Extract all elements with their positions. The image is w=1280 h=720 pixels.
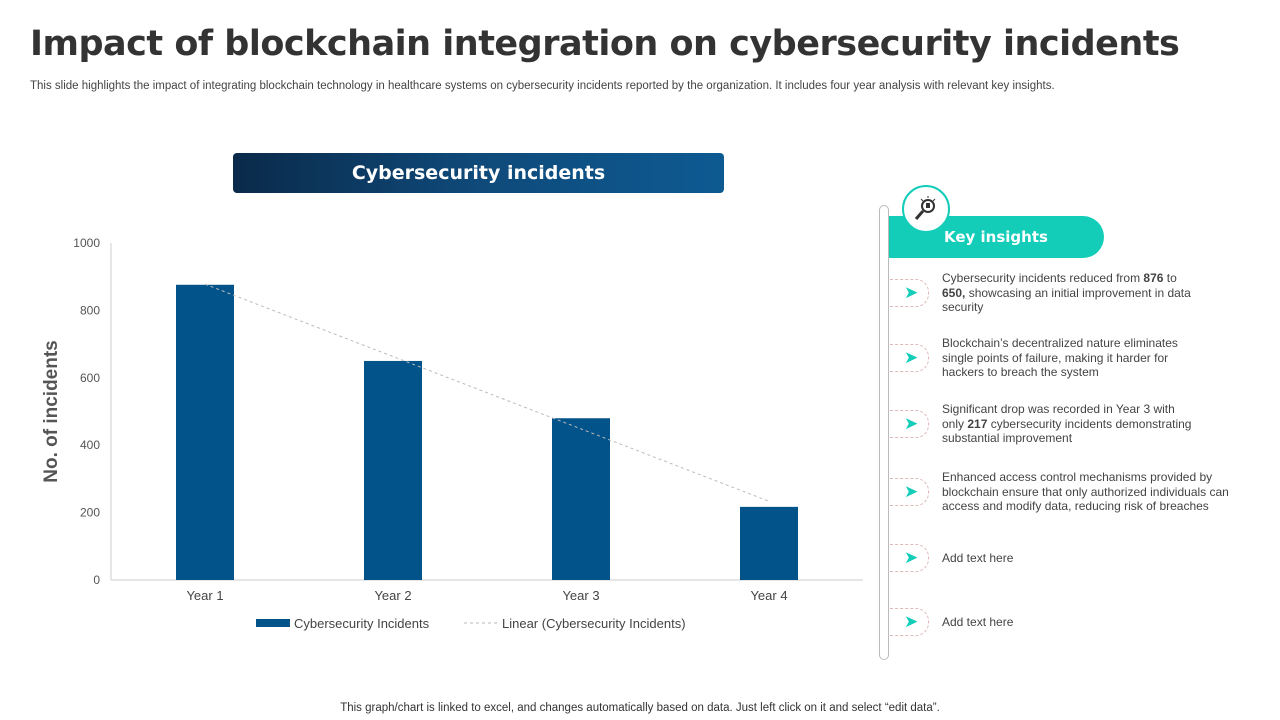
y-tick-label: 600 xyxy=(80,371,100,385)
bar-chart: 0 200 400 600 800 1000 No. of incidents Year 1 Y… xyxy=(41,236,863,631)
arrow-bullet: ➤ xyxy=(890,608,929,637)
arrow-bullet: ➤ xyxy=(890,278,929,307)
bar-year-4 xyxy=(740,506,798,580)
insight-item: ➤ Significant drop was recorded in Year 3… xyxy=(890,402,1240,446)
insight-text-b1: 217 xyxy=(967,416,988,431)
insight-item: ➤ Cybersecurity incidents reduced from 87… xyxy=(890,271,1240,315)
insight-text: Cybersecurity incidents reduced from 876… xyxy=(942,271,1197,315)
legend-swatch-bars xyxy=(256,619,290,627)
insight-item: ➤ Add text here xyxy=(890,608,1240,637)
insight-item: ➤ Blockchain’s decentralized nature elimi… xyxy=(890,336,1240,380)
page-title: Impact of blockchain integration on cybe… xyxy=(30,24,1180,64)
insight-text-pre: Significant drop was recorded in Year 3 … xyxy=(942,402,1175,431)
chevron-right-icon: ➤ xyxy=(904,612,919,632)
insight-text-pre: Enhanced access control mechanisms provi… xyxy=(942,470,1229,513)
arrow-bullet: ➤ xyxy=(890,544,929,573)
y-axis-title: No. of incidents xyxy=(41,340,62,483)
y-tick-label: 800 xyxy=(80,303,100,317)
arrow-bullet: ➤ xyxy=(890,409,929,438)
chevron-right-icon: ➤ xyxy=(904,282,919,302)
insight-text: Enhanced access control mechanisms provi… xyxy=(942,470,1232,514)
y-tick-label: 0 xyxy=(93,573,100,587)
x-tick-label: Year 3 xyxy=(562,588,599,603)
chevron-right-icon: ➤ xyxy=(904,347,919,367)
insight-text-b2: 650, xyxy=(942,285,966,300)
x-tick-label: Year 1 xyxy=(186,588,223,603)
insight-item: ➤ Add text here xyxy=(890,544,1240,573)
insight-text: Significant drop was recorded in Year 3 … xyxy=(942,402,1197,446)
insight-item: ➤ Enhanced access control mechanisms prov… xyxy=(890,470,1240,514)
trendline xyxy=(204,283,770,502)
arrow-bullet: ➤ xyxy=(890,477,929,506)
footer-note: This graph/chart is linked to excel, and… xyxy=(340,702,940,714)
chevron-right-icon: ➤ xyxy=(904,481,919,501)
insight-text-pre: Blockchain’s decentralized nature elimin… xyxy=(942,336,1178,379)
x-tick-label: Year 4 xyxy=(750,588,787,603)
chevron-right-icon: ➤ xyxy=(904,413,919,433)
bar-year-3 xyxy=(552,418,610,580)
chevron-right-icon: ➤ xyxy=(904,548,919,568)
insight-text: Add text here xyxy=(942,615,1197,630)
insight-text-b1: 876 xyxy=(1143,271,1164,285)
insight-text-pre: Add text here xyxy=(942,551,1014,565)
insight-text: Blockchain’s decentralized nature elimin… xyxy=(942,336,1197,380)
y-tick-label: 400 xyxy=(80,438,100,452)
insights-timeline-rail xyxy=(879,205,889,660)
lightbulb-magnifier-icon xyxy=(902,185,950,233)
bar-year-1 xyxy=(176,284,234,580)
chart-banner: Cybersecurity incidents xyxy=(233,153,724,193)
insight-text-post: showcasing an initial improvement in dat… xyxy=(942,285,1191,315)
insight-text-pre: Cybersecurity incidents reduced from xyxy=(942,271,1144,285)
page-subtitle: This slide highlights the impact of inte… xyxy=(30,80,1055,92)
y-tick-label: 1000 xyxy=(73,236,100,250)
bar-year-2 xyxy=(364,360,422,580)
legend-label-bars: Cybersecurity Incidents xyxy=(294,616,430,631)
arrow-bullet: ➤ xyxy=(890,343,929,372)
insight-text-mid: to xyxy=(1163,271,1177,285)
y-tick-label: 200 xyxy=(80,506,100,520)
insight-text-post: cybersecurity incidents demonstrating su… xyxy=(942,416,1192,446)
x-tick-label: Year 2 xyxy=(374,588,411,603)
insight-text-pre: Add text here xyxy=(942,615,1014,629)
legend-label-trendline: Linear (Cybersecurity Incidents) xyxy=(502,616,686,631)
insight-text: Add text here xyxy=(942,551,1197,566)
